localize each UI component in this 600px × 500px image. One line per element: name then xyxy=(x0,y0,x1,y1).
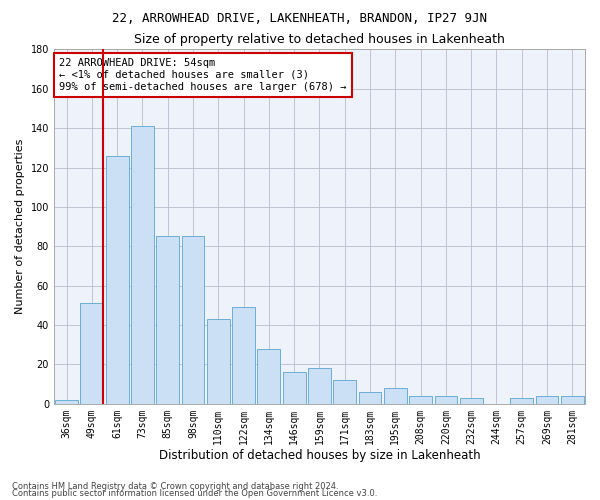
Bar xyxy=(131,126,154,404)
X-axis label: Distribution of detached houses by size in Lakenheath: Distribution of detached houses by size … xyxy=(158,450,480,462)
Text: 22 ARROWHEAD DRIVE: 54sqm
← <1% of detached houses are smaller (3)
99% of semi-d: 22 ARROWHEAD DRIVE: 54sqm ← <1% of detac… xyxy=(59,58,347,92)
Bar xyxy=(257,348,280,404)
Bar xyxy=(511,398,533,404)
Bar xyxy=(561,396,584,404)
Y-axis label: Number of detached properties: Number of detached properties xyxy=(15,139,25,314)
Bar xyxy=(434,396,457,404)
Bar xyxy=(409,396,432,404)
Bar xyxy=(283,372,305,404)
Text: Contains HM Land Registry data © Crown copyright and database right 2024.: Contains HM Land Registry data © Crown c… xyxy=(12,482,338,491)
Bar xyxy=(334,380,356,404)
Bar xyxy=(182,236,205,404)
Bar xyxy=(106,156,128,404)
Bar xyxy=(536,396,559,404)
Bar xyxy=(157,236,179,404)
Bar xyxy=(207,319,230,404)
Bar xyxy=(232,308,255,404)
Bar xyxy=(384,388,407,404)
Bar xyxy=(308,368,331,404)
Bar xyxy=(460,398,482,404)
Bar xyxy=(359,392,382,404)
Bar xyxy=(80,304,103,404)
Text: 22, ARROWHEAD DRIVE, LAKENHEATH, BRANDON, IP27 9JN: 22, ARROWHEAD DRIVE, LAKENHEATH, BRANDON… xyxy=(113,12,487,26)
Bar xyxy=(55,400,78,404)
Text: Contains public sector information licensed under the Open Government Licence v3: Contains public sector information licen… xyxy=(12,489,377,498)
Title: Size of property relative to detached houses in Lakenheath: Size of property relative to detached ho… xyxy=(134,32,505,46)
